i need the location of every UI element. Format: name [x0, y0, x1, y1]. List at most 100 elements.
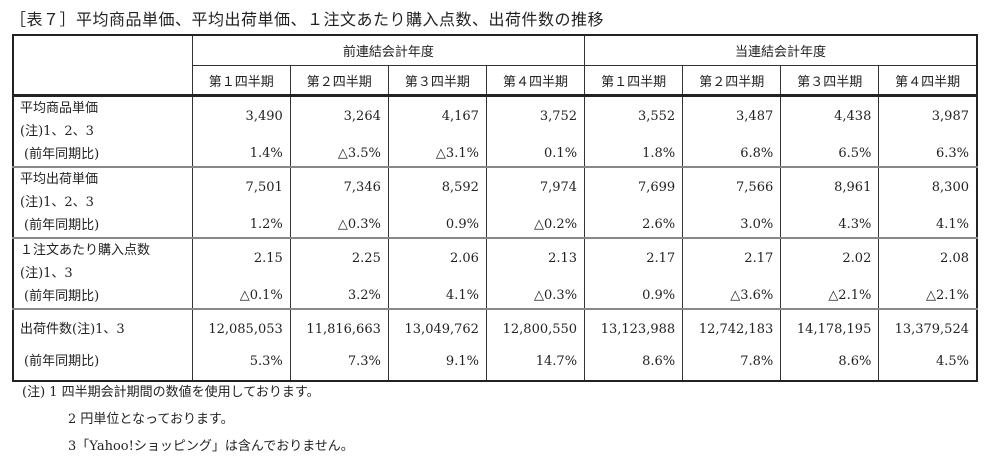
cell-value: 3,487 [736, 109, 774, 124]
row-label: １注文あたり購入点数 (注)1、3 (前年同期比) [12, 237, 193, 310]
row-label-yoy: (前年同期比) [24, 289, 100, 304]
row-label-note: (注)1、3 [20, 266, 73, 281]
cell-value: 7,974 [539, 180, 578, 195]
data-cell: 7,346 △0.3% [289, 166, 389, 239]
row-label: 平均出荷単価 (注)1、2、3 (前年同期比) [12, 166, 193, 239]
table-row: １注文あたり購入点数 (注)1、3 (前年同期比) 2.15 △0.1% 2.25 3.2%… [12, 237, 978, 310]
cell-value: 3,987 [931, 109, 969, 124]
footnote-3: 3「Yahoo!ショッピング」は含んでおりません。 [68, 439, 354, 454]
cell-yoy: △0.3% [337, 217, 381, 232]
cell-yoy: △3.1% [435, 146, 479, 161]
cell-value: 7,566 [736, 180, 774, 195]
cell-yoy: 2.6% [642, 217, 676, 232]
data-cell: 4,167 △3.1% [387, 95, 487, 168]
cell-yoy: △0.3% [534, 288, 578, 303]
data-cell: 3,987 6.3% [878, 95, 978, 168]
header-quarter: 第２四半期 [289, 65, 389, 97]
footnotes: (注) 1 四半期会計期間の数値を使用しております。 2 円単位となっております… [22, 381, 354, 462]
cell-yoy: 4.1% [445, 288, 479, 303]
data-cell: 12,085,053 5.3% [191, 308, 291, 382]
cell-yoy: 0.9% [445, 217, 479, 232]
data-cell: 12,742,183 7.8% [682, 308, 782, 382]
row-label-yoy: (前年同期比) [24, 218, 100, 233]
header-quarter: 第１四半期 [584, 65, 684, 97]
data-cell: 13,123,988 8.6% [584, 308, 684, 382]
cell-yoy: △0.2% [534, 217, 578, 232]
cell-value: 2.17 [646, 251, 676, 266]
cell-value: 11,816,663 [306, 322, 381, 337]
data-cell: 3,490 1.4% [191, 95, 291, 168]
cell-value: 7,699 [637, 180, 676, 195]
row-label-name: 出荷件数(注)1、3 [20, 322, 125, 337]
cell-yoy: 9.1% [445, 354, 479, 369]
data-cell: 3,264 △3.5% [289, 95, 389, 168]
table-row: 平均商品単価 (注)1、2、3 (前年同期比) 3,490 1.4% 3,264 △3.5%… [12, 95, 978, 168]
header-quarter: 第１四半期 [191, 65, 291, 97]
row-label-name: 平均出荷単価 [20, 172, 99, 187]
cell-value: 4,167 [441, 109, 479, 124]
header-row-quarters: 第１四半期 第２四半期 第３四半期 第４四半期 第１四半期 第２四半期 第３四半期 第４四半期 [13, 65, 978, 97]
data-cell: 7,566 3.0% [682, 166, 782, 239]
cell-yoy: 8.6% [642, 354, 676, 369]
cell-yoy: 3.2% [347, 288, 381, 303]
cell-yoy: 4.1% [935, 217, 969, 232]
data-cell: 7,501 1.2% [191, 166, 291, 239]
data-cell: 13,379,524 4.5% [878, 308, 978, 382]
data-cell: 2.06 4.1% [387, 237, 487, 310]
footnote-2: 2 円単位となっております。 [68, 412, 234, 427]
data-cell: 4,438 6.5% [780, 95, 880, 168]
data-cell: 2.25 3.2% [289, 237, 389, 310]
row-label-yoy: (前年同期比) [24, 147, 100, 162]
cell-yoy: 5.3% [249, 354, 283, 369]
header-corner [12, 34, 193, 97]
data-cell: 8,961 4.3% [780, 166, 880, 239]
cell-value: 8,300 [931, 180, 969, 195]
data-cell: 13,049,762 9.1% [387, 308, 487, 382]
cell-yoy: 14.7% [535, 354, 578, 369]
cell-value: 12,742,183 [698, 322, 774, 337]
cell-value: 13,049,762 [404, 322, 479, 337]
data-cell: 2.13 △0.3% [485, 237, 586, 310]
data-cell: 7,974 △0.2% [485, 166, 586, 239]
cell-yoy: 8.6% [838, 354, 872, 369]
row-label-yoy: (前年同期比) [24, 354, 100, 369]
cell-yoy: 0.9% [642, 288, 676, 303]
cell-yoy: △2.1% [828, 288, 872, 303]
data-cell: 14,178,195 8.6% [780, 308, 880, 382]
table-row: 平均出荷単価 (注)1、2、3 (前年同期比) 7,501 1.2% 7,346 △0.3%… [12, 166, 978, 239]
cell-value: 2.02 [842, 251, 872, 266]
row-label-note: (注)1、2、3 [20, 195, 94, 210]
cell-value: 3,752 [539, 109, 578, 124]
cell-value: 4,438 [834, 109, 872, 124]
data-cell: 3,752 0.1% [485, 95, 586, 168]
cell-value: 7,501 [245, 180, 283, 195]
header-quarter: 第４四半期 [485, 65, 586, 97]
cell-yoy: 7.8% [740, 354, 774, 369]
header-curr-year: 当連結会計年度 [584, 34, 978, 66]
data-cell: 2.08 △2.1% [878, 237, 978, 310]
cell-yoy: 3.0% [740, 217, 774, 232]
data-cell: 2.17 △3.6% [682, 237, 782, 310]
data-cell: 3,552 1.8% [584, 95, 684, 168]
cell-value: 12,800,550 [502, 322, 578, 337]
cell-value: 7,346 [343, 180, 381, 195]
header-row-years: 前連結会計年度 当連結会計年度 [12, 34, 978, 97]
data-cell: 2.15 △0.1% [191, 237, 291, 310]
cell-value: 2.15 [253, 251, 283, 266]
cell-yoy: 6.8% [740, 146, 774, 161]
cell-yoy: 7.3% [347, 354, 381, 369]
table-row: 出荷件数(注)1、3 (前年同期比) 12,085,053 5.3% 11,816,66… [12, 308, 978, 382]
cell-value: 13,123,988 [600, 322, 676, 337]
footnote-1: (注) 1 四半期会計期間の数値を使用しております。 [22, 385, 320, 400]
header-quarter: 第４四半期 [878, 65, 978, 97]
cell-value: 3,552 [637, 109, 676, 124]
cell-value: 2.17 [744, 251, 774, 266]
row-label: 出荷件数(注)1、3 (前年同期比) [12, 308, 193, 382]
cell-value: 2.06 [450, 251, 479, 266]
row-label-note: (注)1、2、3 [20, 124, 94, 139]
header-quarter: 第３四半期 [387, 65, 487, 97]
row-label-name: １注文あたり購入点数 [20, 243, 151, 258]
metrics-table: 前連結会計年度 当連結会計年度 第１四半期 第２四半期 第３四半期 第４四半期 第１四半… [12, 34, 978, 382]
data-cell: 11,816,663 7.3% [289, 308, 389, 382]
cell-value: 2.13 [548, 251, 578, 266]
